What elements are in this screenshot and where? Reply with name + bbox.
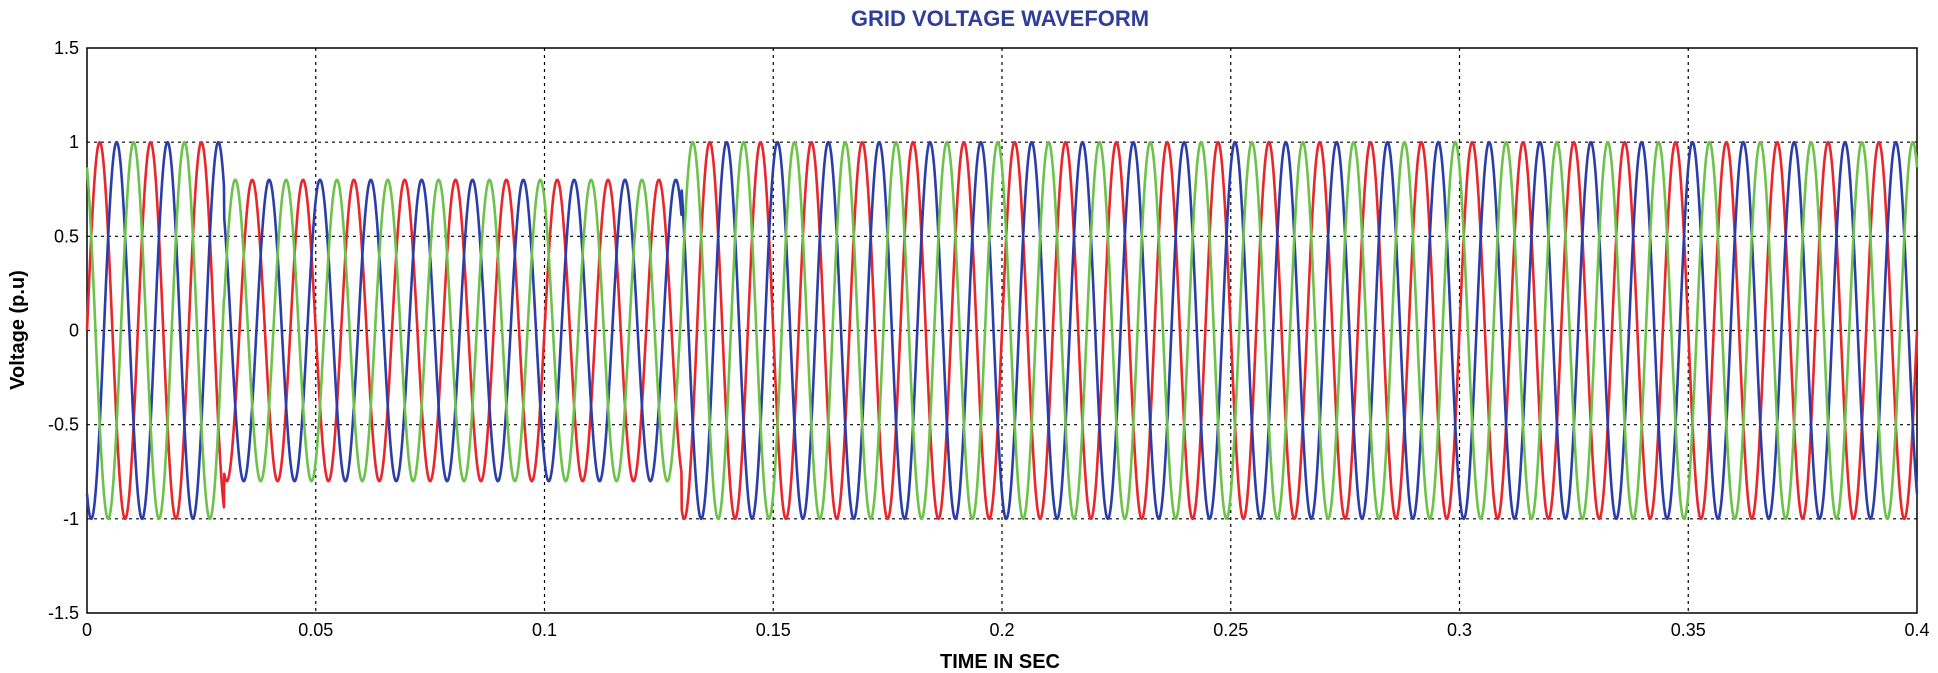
y-tick-label: -1.5 bbox=[48, 603, 79, 623]
x-tick-label: 0.05 bbox=[298, 620, 333, 640]
voltage-series-2 bbox=[85, 140, 1919, 521]
x-tick-labels: 0 0.05 0.1 0.15 0.2 0.25 0.3 0.35 0.4 bbox=[82, 620, 1930, 640]
x-tick-label: 0.15 bbox=[756, 620, 791, 640]
y-tick-label: 0 bbox=[69, 321, 79, 341]
y-tick-label: -0.5 bbox=[48, 415, 79, 435]
chart-title: GRID VOLTAGE WAVEFORM bbox=[851, 6, 1149, 31]
x-tick-label: 0 bbox=[82, 620, 92, 640]
x-tick-label: 0.25 bbox=[1213, 620, 1248, 640]
y-axis-label: Voltage (p.u) bbox=[7, 270, 29, 390]
x-tick-label: 0.3 bbox=[1447, 620, 1472, 640]
series-lines bbox=[85, 140, 1919, 521]
voltage-series-3 bbox=[85, 140, 1919, 521]
x-tick-label: 0.4 bbox=[1904, 620, 1929, 640]
x-axis-label: TIME IN SEC bbox=[940, 651, 1060, 673]
y-tick-label: -1 bbox=[63, 509, 79, 529]
y-tick-labels: 1.5 1 0.5 0 -0.5 -1 -1.5 bbox=[48, 38, 79, 623]
y-tick-label: 1 bbox=[69, 132, 79, 152]
voltage-series-1 bbox=[85, 140, 1919, 521]
x-tick-label: 0.1 bbox=[532, 620, 557, 640]
x-tick-label: 0.2 bbox=[989, 620, 1014, 640]
x-tick-label: 0.35 bbox=[1671, 620, 1706, 640]
y-tick-label: 0.5 bbox=[54, 226, 79, 246]
y-tick-label: 1.5 bbox=[54, 38, 79, 58]
